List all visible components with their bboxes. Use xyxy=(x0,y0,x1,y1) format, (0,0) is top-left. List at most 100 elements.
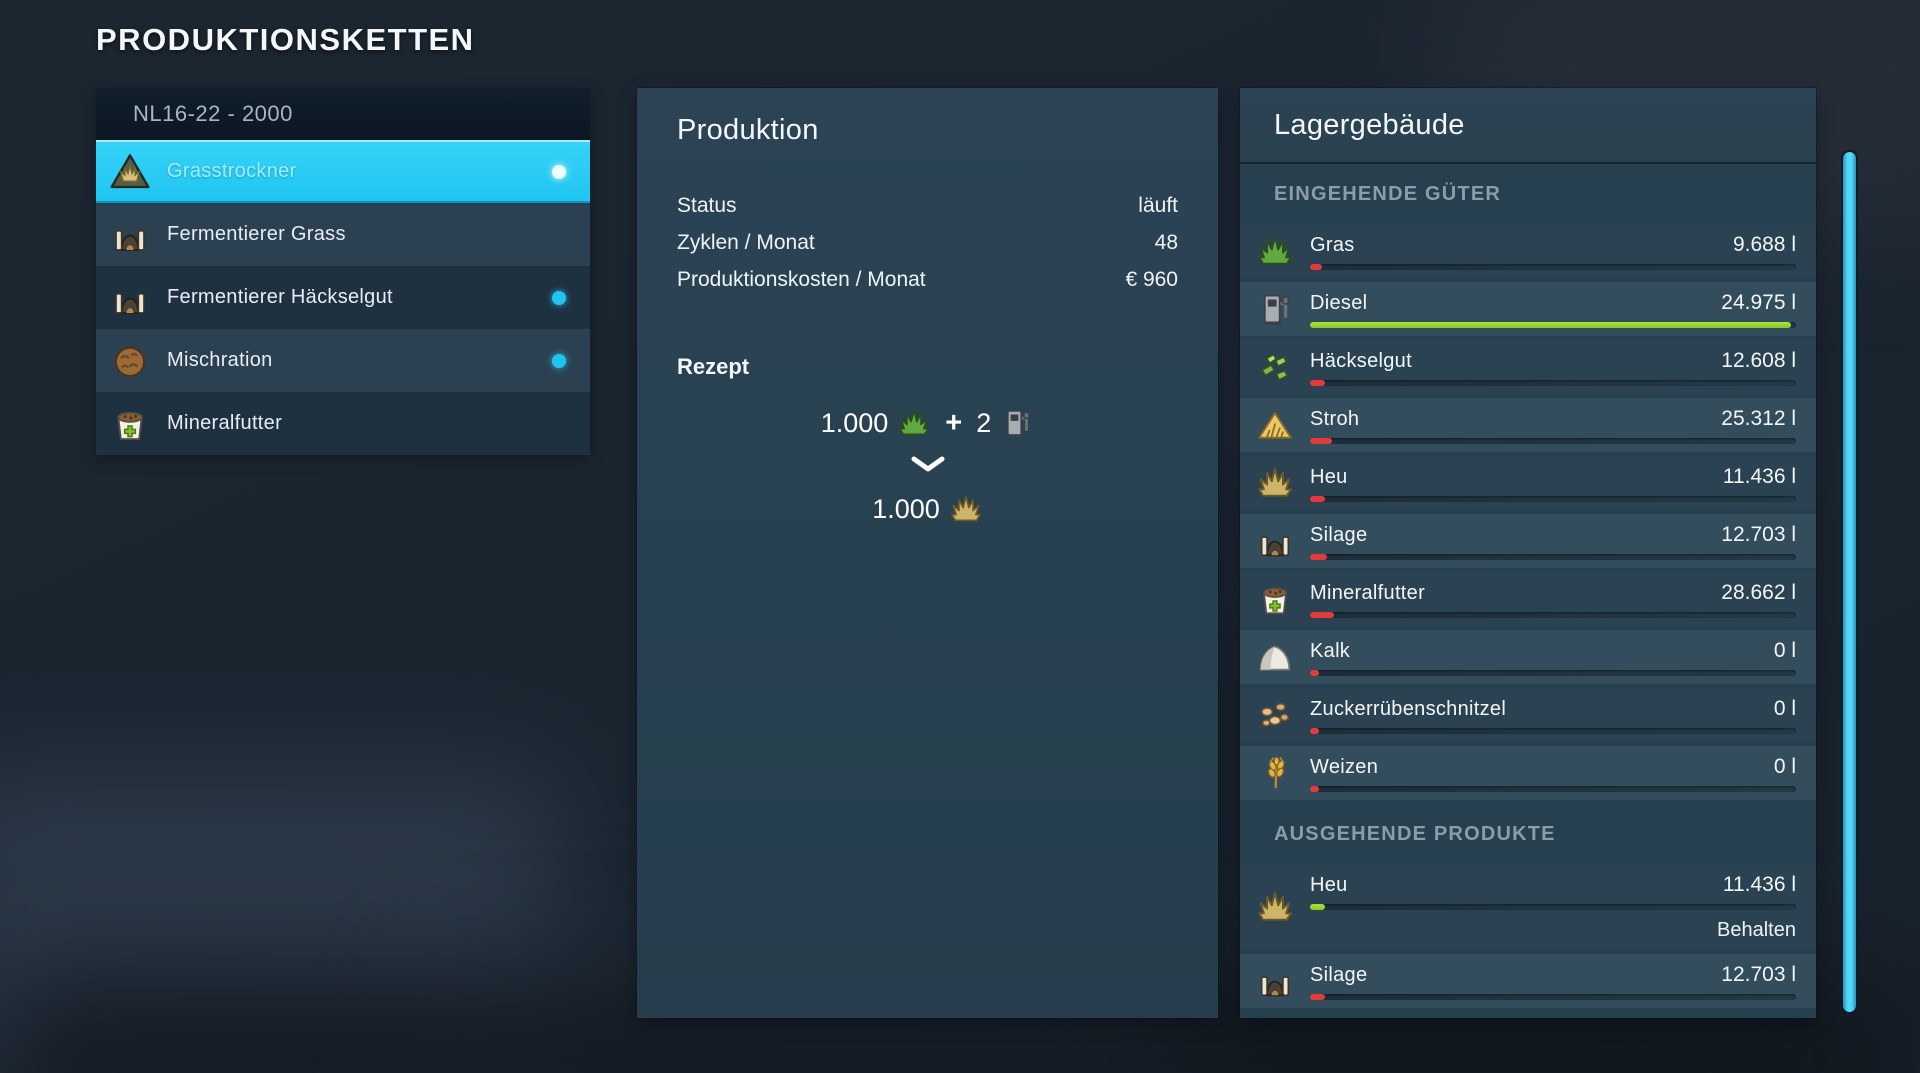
chain-list-item[interactable]: Grasstrockner xyxy=(96,140,590,203)
incoming-goods-list: Gras 9.688 l Diesel 24.975 l Häckselgut xyxy=(1240,224,1816,800)
distribution-mode-label[interactable]: Behalten xyxy=(1717,919,1796,941)
good-name: Silage xyxy=(1310,964,1368,986)
fuel-pump-icon xyxy=(1000,406,1034,440)
silo-icon xyxy=(110,215,150,255)
storage-good-main: Kalk 0 l xyxy=(1310,630,1796,684)
silo-icon xyxy=(1256,522,1294,560)
fill-level-bar xyxy=(1310,554,1796,560)
production-info-row: Status läuft xyxy=(637,187,1218,224)
incoming-goods-header: EINGEHENDE GÜTER xyxy=(1274,182,1502,205)
fill-level-bar xyxy=(1310,380,1796,386)
fill-level-bar xyxy=(1310,264,1796,270)
good-name: Häckselgut xyxy=(1310,350,1412,372)
fill-level-value xyxy=(1310,496,1325,502)
good-name: Mineralfutter xyxy=(1310,582,1426,604)
storage-good-row[interactable]: Heu 11.436 l Behalten xyxy=(1240,864,1816,950)
good-amount: 12.703 l xyxy=(1721,523,1796,546)
chain-list-item[interactable]: Mineralfutter xyxy=(96,392,590,455)
fill-level-bar xyxy=(1310,322,1796,328)
mineral-bucket-icon xyxy=(110,404,150,444)
good-amount: 12.608 l xyxy=(1721,349,1796,372)
chain-item-label: Grasstrockner xyxy=(167,160,297,182)
scrollbar-thumb[interactable] xyxy=(1843,152,1856,1012)
storage-good-top: Weizen 0 l xyxy=(1310,755,1796,779)
active-indicator-dot xyxy=(552,164,566,179)
info-value: läuft xyxy=(1138,193,1178,217)
info-value: 48 xyxy=(1154,230,1178,254)
chain-list-item[interactable]: Fermentierer Grass xyxy=(96,203,590,266)
fill-level-value xyxy=(1310,728,1319,734)
good-amount: 0 l xyxy=(1773,755,1796,778)
silo-icon xyxy=(1256,962,1294,1000)
recipe-outputs: 1.000 xyxy=(637,492,1218,526)
chain-list-item[interactable]: Mischration xyxy=(96,329,590,392)
mix-icon xyxy=(110,341,150,381)
fill-level-value xyxy=(1310,554,1327,560)
fill-level-bar xyxy=(1310,438,1796,444)
recipe-amount: 1.000 xyxy=(872,493,940,524)
storage-good-main: Diesel 24.975 l xyxy=(1310,282,1796,336)
storage-panel-title: Lagergebäude xyxy=(1240,88,1816,164)
storage-good-row[interactable]: Weizen 0 l xyxy=(1240,746,1816,800)
storage-good-row[interactable]: Silage 12.703 l xyxy=(1240,514,1816,568)
silo-icon xyxy=(110,278,150,318)
fill-level-bar xyxy=(1310,612,1796,618)
good-name: Zuckerrübenschnitzel xyxy=(1310,698,1507,720)
storage-good-top: Häckselgut 12.608 l xyxy=(1310,349,1796,373)
storage-good-main: Häckselgut 12.608 l xyxy=(1310,340,1796,394)
fill-level-value xyxy=(1310,786,1319,792)
fill-level-bar xyxy=(1310,786,1796,792)
fill-level-bar xyxy=(1310,496,1796,502)
lime-icon xyxy=(1256,638,1294,676)
fill-level-bar xyxy=(1310,670,1796,676)
good-name: Kalk xyxy=(1310,640,1351,662)
active-indicator-dot xyxy=(552,290,566,305)
storage-good-main: Gras 9.688 l xyxy=(1310,224,1796,278)
storage-good-row[interactable]: Kalk 0 l xyxy=(1240,630,1816,684)
production-panel-title: Produktion xyxy=(677,114,819,146)
outgoing-products-list: Heu 11.436 l Behalten Silage 12.703 l xyxy=(1240,864,1816,1008)
storage-good-row[interactable]: Silage 12.703 l xyxy=(1240,954,1816,1008)
storage-good-top: Gras 9.688 l xyxy=(1310,233,1796,257)
storage-good-row[interactable]: Mineralfutter 28.662 l xyxy=(1240,572,1816,626)
storage-good-main: Silage 12.703 l xyxy=(1310,954,1796,1008)
good-name: Stroh xyxy=(1310,408,1360,430)
storage-good-top: Heu 11.436 l xyxy=(1310,873,1796,897)
good-amount: 0 l xyxy=(1773,697,1796,720)
storage-good-row[interactable]: Häckselgut 12.608 l xyxy=(1240,340,1816,394)
storage-good-row[interactable]: Diesel 24.975 l xyxy=(1240,282,1816,336)
chain-list-item[interactable]: Fermentierer Häckselgut xyxy=(96,266,590,329)
fill-level-value xyxy=(1310,612,1335,618)
chain-item-label: Fermentierer Häckselgut xyxy=(167,286,393,308)
storage-panel: Lagergebäude EINGEHENDE GÜTER Gras 9.688… xyxy=(1240,88,1816,1018)
good-name: Weizen xyxy=(1310,756,1379,778)
storage-good-main: Heu 11.436 l xyxy=(1310,456,1796,510)
good-name: Diesel xyxy=(1310,292,1368,314)
storage-good-main: Silage 12.703 l xyxy=(1310,514,1796,568)
storage-good-row[interactable]: Gras 9.688 l xyxy=(1240,224,1816,278)
good-amount: 11.436 l xyxy=(1722,465,1796,488)
recipe-amount: 2 xyxy=(976,407,992,438)
good-name: Heu xyxy=(1310,874,1348,896)
scrollbar[interactable] xyxy=(1841,150,1858,1014)
storage-good-top: Zuckerrübenschnitzel 0 l xyxy=(1310,697,1796,721)
fill-level-value xyxy=(1310,904,1325,910)
hay-icon xyxy=(1256,888,1294,926)
storage-good-top: Kalk 0 l xyxy=(1310,639,1796,663)
grass-triangle-icon xyxy=(110,152,150,192)
fill-level-bar xyxy=(1310,994,1796,1000)
chain-list: Grasstrockner Fermentierer Grass Ferment… xyxy=(96,140,590,455)
storage-good-row[interactable]: Stroh 25.312 l xyxy=(1240,398,1816,452)
fill-level-value xyxy=(1310,264,1323,270)
chaff-icon xyxy=(1256,348,1294,386)
storage-good-main: Weizen 0 l xyxy=(1310,746,1796,800)
storage-good-row[interactable]: Heu 11.436 l xyxy=(1240,456,1816,510)
storage-good-row[interactable]: Zuckerrübenschnitzel 0 l xyxy=(1240,688,1816,742)
fill-level-value xyxy=(1310,322,1792,328)
facility-name-header: NL16-22 - 2000 xyxy=(96,88,590,140)
production-info-row: Zyklen / Monat 48 xyxy=(637,224,1218,261)
good-amount: 11.436 l xyxy=(1722,873,1796,896)
recipe-title: Rezept xyxy=(677,354,750,379)
info-value: € 960 xyxy=(1125,267,1178,291)
